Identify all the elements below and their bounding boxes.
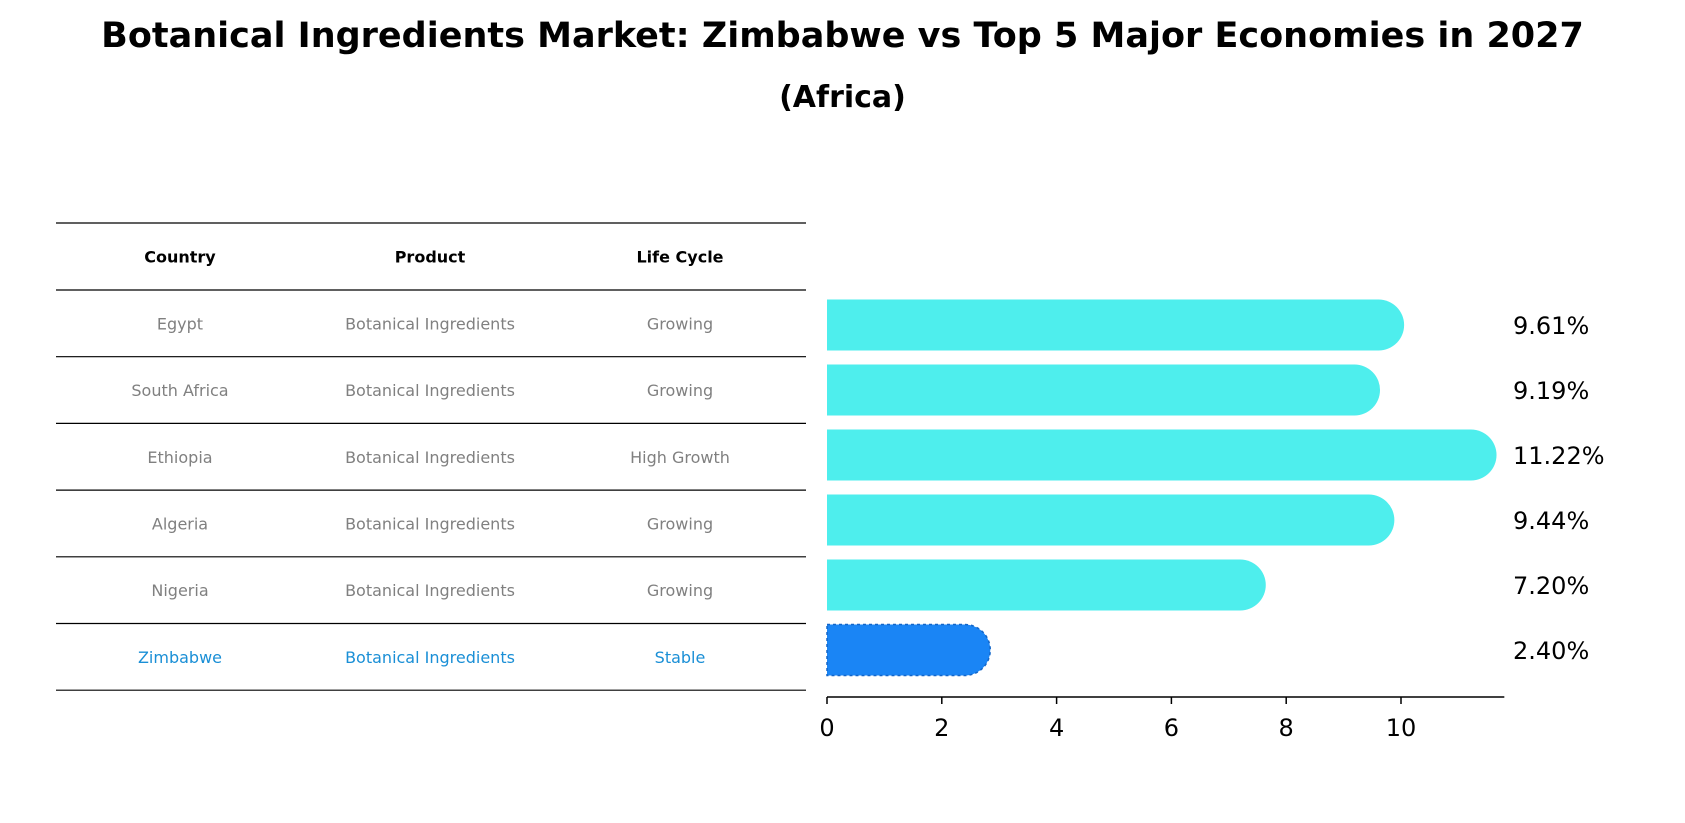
chart-title: Botanical Ingredients Market: Zimbabwe v… xyxy=(101,16,1584,56)
x-tick-label: 2 xyxy=(934,714,949,742)
table-cell: Algeria xyxy=(152,514,208,533)
table-cell: Nigeria xyxy=(151,581,208,600)
table-header-2: Product xyxy=(395,248,466,267)
table-cell: Growing xyxy=(647,381,713,400)
bar-value-label: 9.19% xyxy=(1513,377,1589,405)
table-cell: Botanical Ingredients xyxy=(345,314,515,333)
table-cell: Botanical Ingredients xyxy=(345,448,515,467)
chart-subtitle: (Africa) xyxy=(779,80,906,115)
bar-value-label: 7.20% xyxy=(1513,572,1589,600)
bar-value-label: 9.61% xyxy=(1513,312,1589,340)
x-tick-label: 8 xyxy=(1279,714,1294,742)
table-cell: Growing xyxy=(647,514,713,533)
x-tick-label: 0 xyxy=(819,714,834,742)
table-cell: Botanical Ingredients xyxy=(345,581,515,600)
table-cell: Egypt xyxy=(157,314,203,333)
bar-egypt xyxy=(827,299,1405,351)
table-cell: Growing xyxy=(647,314,713,333)
table-cell: Botanical Ingredients xyxy=(345,514,515,533)
x-tick-label: 10 xyxy=(1386,714,1417,742)
bar-south-africa xyxy=(827,364,1381,416)
table-cell: High Growth xyxy=(630,448,730,467)
table-cell: Stable xyxy=(655,648,706,667)
bar-algeria xyxy=(827,494,1395,546)
bar-ethiopia xyxy=(827,429,1497,481)
bar-value-label: 9.44% xyxy=(1513,507,1589,535)
table-cell: Zimbabwe xyxy=(138,648,222,667)
bar-value-label: 11.22% xyxy=(1513,442,1605,470)
bar-value-label: 2.40% xyxy=(1513,637,1589,665)
x-tick-label: 4 xyxy=(1049,714,1064,742)
bar-nigeria xyxy=(827,559,1266,611)
table-cell: Ethiopia xyxy=(147,448,212,467)
bar-zimbabwe xyxy=(826,623,992,677)
table-cell: Botanical Ingredients xyxy=(345,648,515,667)
table-cell: South Africa xyxy=(131,381,228,400)
table-cell: Growing xyxy=(647,581,713,600)
x-tick-label: 6 xyxy=(1164,714,1179,742)
table-cell: Botanical Ingredients xyxy=(345,381,515,400)
table-header-1: Country xyxy=(144,248,216,267)
table-header-3: Life Cycle xyxy=(636,248,723,267)
